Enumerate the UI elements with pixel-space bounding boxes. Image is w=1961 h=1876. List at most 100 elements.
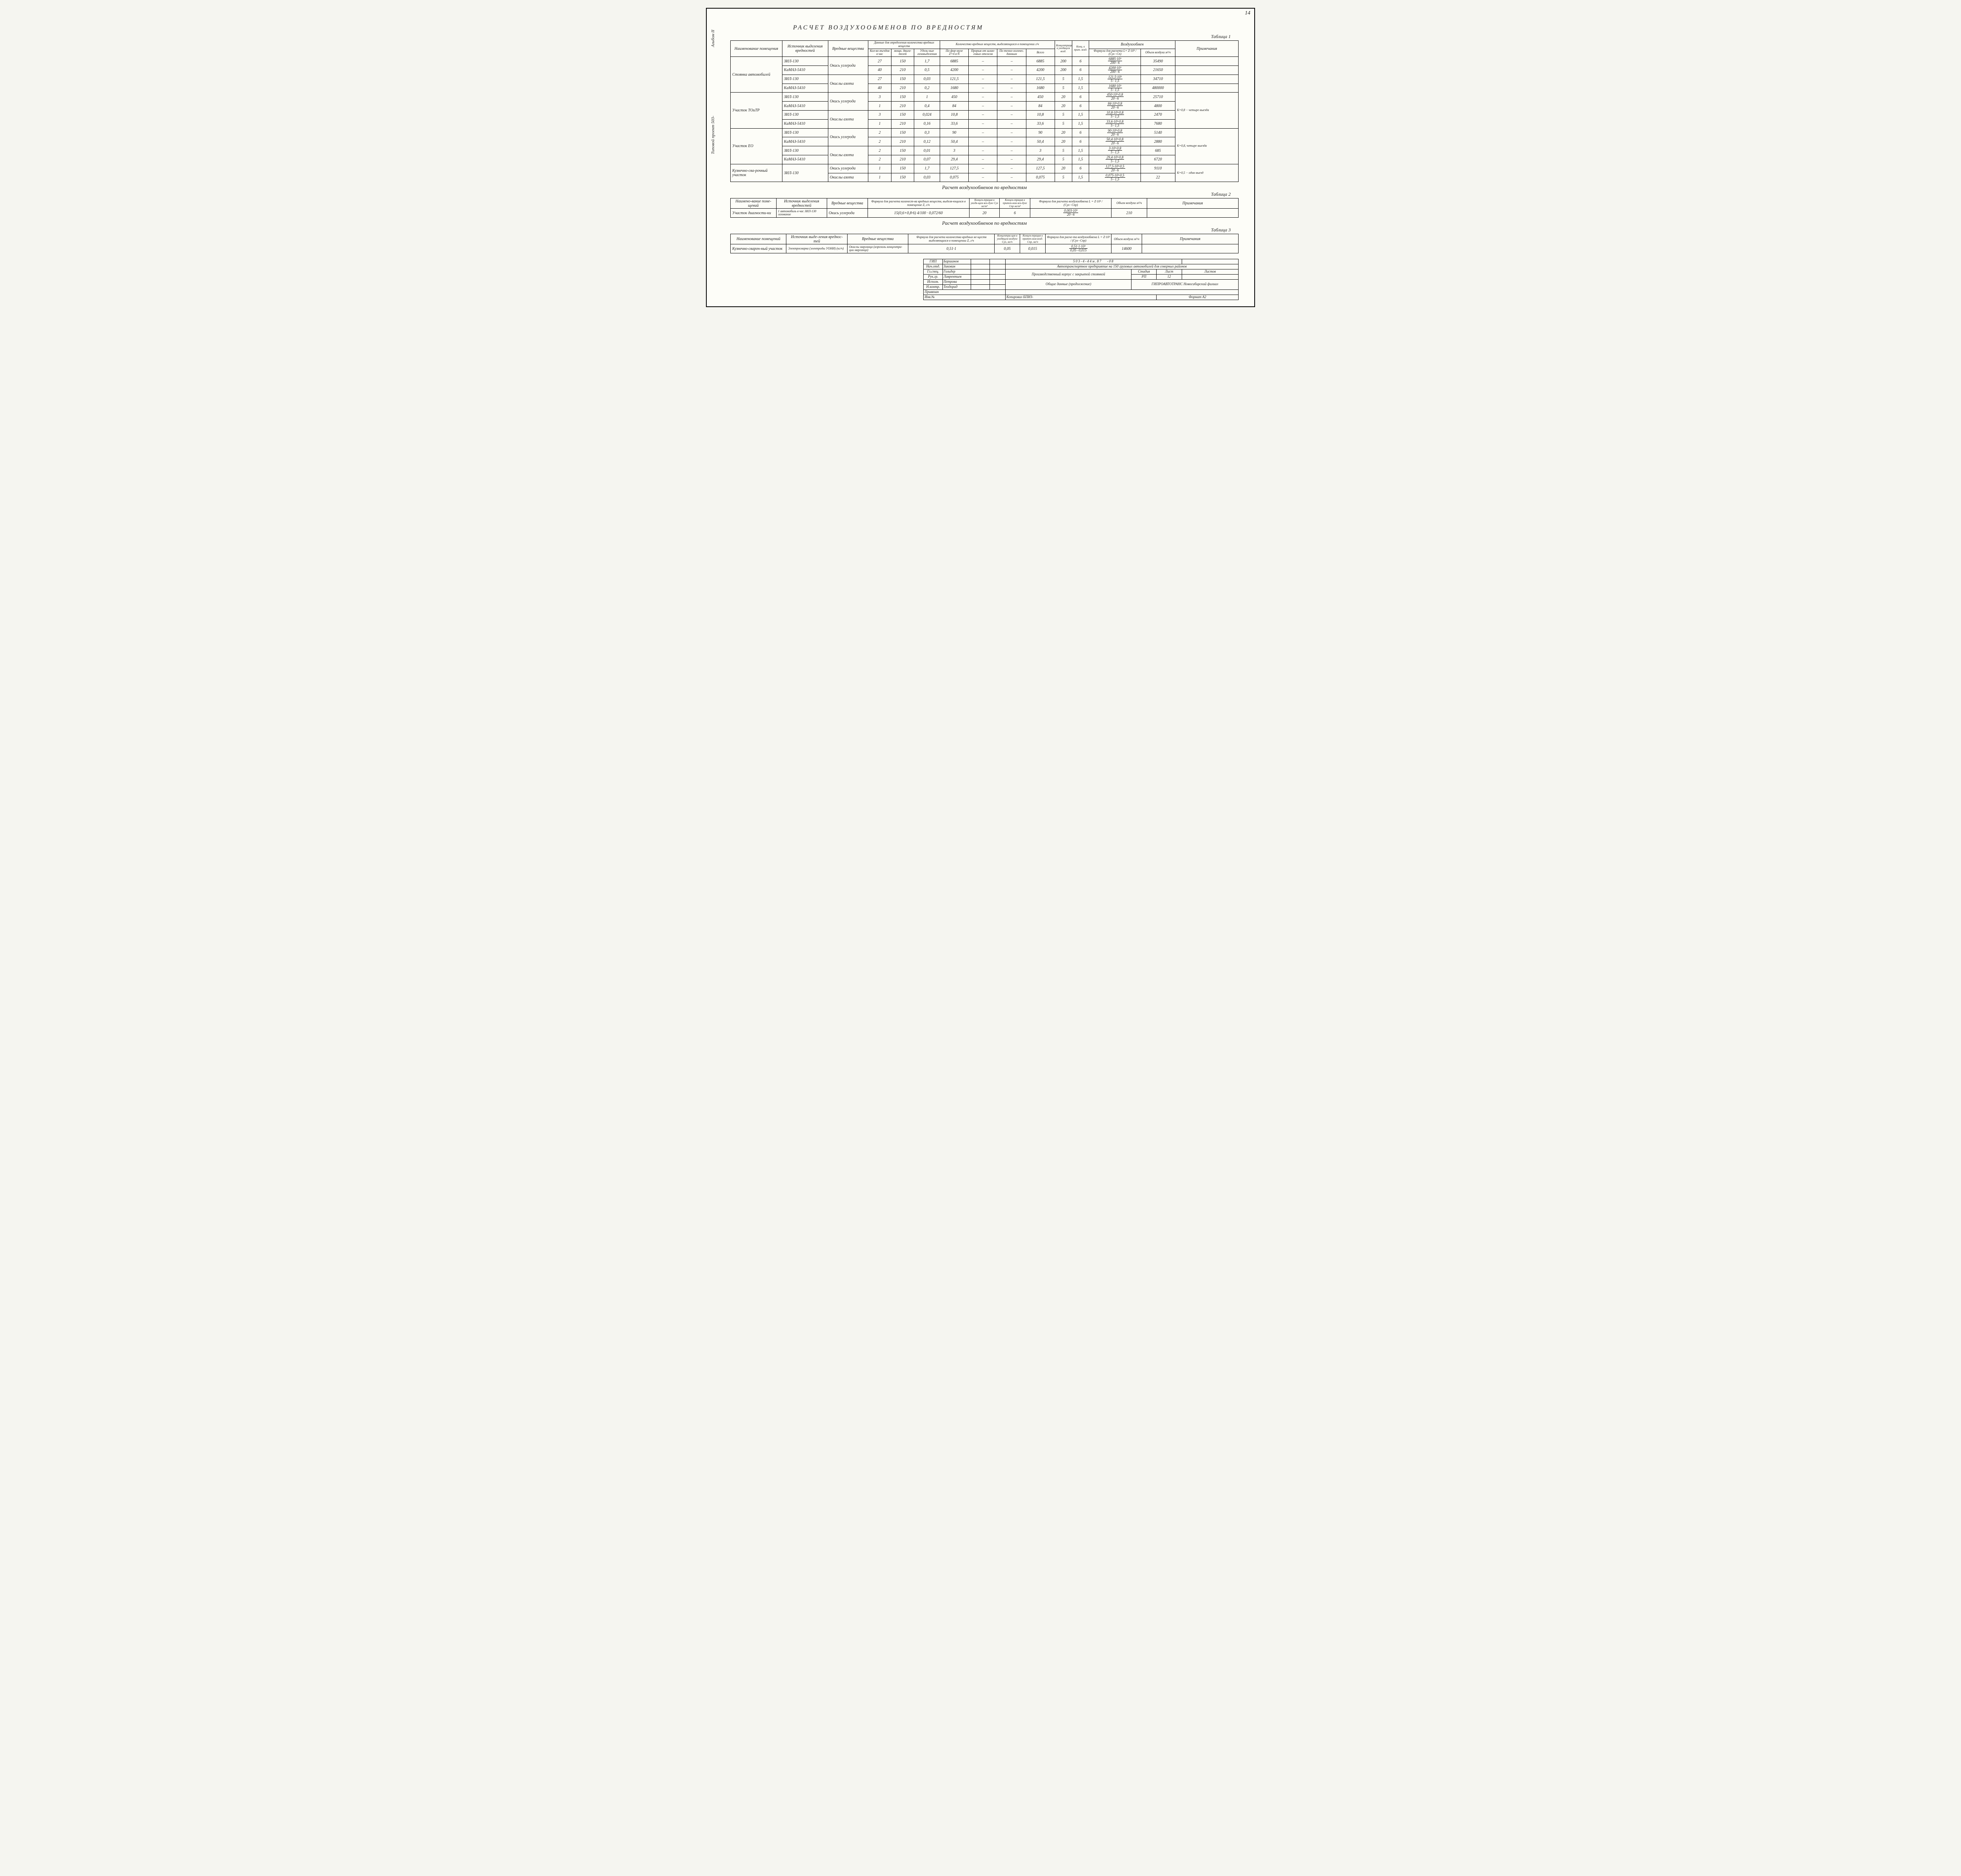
cell-tot: 4200 [1026,66,1055,75]
cell-vol: 2470 [1141,110,1175,119]
side-label-album: Альбом II [711,30,715,47]
cell-frm: 4200·10³200−6 [1089,66,1141,75]
cell-vol: 2880 [1141,137,1175,146]
cell-p: – [969,119,997,128]
cell-subst: Окислы азота [828,110,868,128]
cell-cp: 1,5 [1072,173,1089,182]
table-row: КаМАЗ-5410402100,54200––420020064200·10³… [731,66,1239,75]
cell-n [1147,209,1238,218]
table2-body: Участок диагности-ки1 автомобиль в час З… [731,209,1239,218]
table-row: КаМАЗ-541022100,0729,4––29,451,529,4·10³… [731,155,1239,164]
cell-t: – [997,137,1026,146]
cell-n: 2 [868,146,891,155]
cell-cp: 1,5 [1072,84,1089,93]
cell-cu: 5 [1055,155,1072,164]
table-row: Кузнечно-свароч-ный участокЭлектросварка… [731,244,1239,253]
cell-source: КаМАЗ-5410 [782,102,828,111]
page-number: 14 [1245,10,1250,16]
cell-z: 50,4 [940,137,969,146]
cell-ud: 0,03 [914,173,940,182]
t2h-l: Формула для расчета воздухообмена L = Z·… [1030,198,1111,209]
cell-n: 27 [868,57,891,66]
cell-note [1175,75,1238,84]
cell-cp: 6 [1072,93,1089,102]
cell-frm: 10,8·10³·0,85−1,5 [1089,110,1141,119]
cell-pw: 150 [891,93,914,102]
h-a1: Кол-во въездов в час [868,49,891,57]
cell-note [1175,57,1238,66]
cell-z: 1680 [940,84,969,93]
cell-n: 1 [868,119,891,128]
cell-subst: Окислы азота [828,75,868,93]
table3-caption: Таблица 3 [730,227,1231,233]
cell-v: 210 [1111,209,1147,218]
cell-t: – [997,146,1026,155]
cell-ud: 0,03 [914,75,940,84]
table3-subcaption: Расчет воздухообменов по вредностям [730,220,1239,226]
cell-p: – [969,93,997,102]
cell-n: 2 [868,128,891,137]
tb-name-2: Гольдер [942,269,971,275]
cell-p: – [969,137,997,146]
tb-copy: Копировал БПИЗ- [1006,295,1157,300]
table3: Наименование помещений Источник выде-лен… [730,234,1239,253]
tb-role-2: Гл.спец. [924,269,942,275]
cell-t: – [997,164,1026,173]
cell-n: 2 [868,155,891,164]
cell-frm: 84·10³·0,820−6 [1089,102,1141,111]
cell-cp: 6 [1072,137,1089,146]
cell-source: КаМАЗ-5410 [782,155,828,164]
cell-n: 40 [868,84,891,93]
tb-code: 503-4-44м.87 -08 [1006,259,1182,264]
h-notes: Примечания [1175,41,1238,57]
cell-cp: 1,5 [1072,155,1089,164]
cell-source: ЗИЛ-130 [782,128,828,137]
tb-line3: Общие данные (продолжение) [1006,280,1131,290]
cell-z: 121,5 [940,75,969,84]
cell-room: Участок диагности-ки [731,209,777,218]
h-grpA: Данные для определения количества вредны… [868,41,940,49]
cell-note: К=0,8, четыре выезда [1175,128,1238,164]
h-a2: мощн. двига-телей [891,49,914,57]
cell-t: – [997,57,1026,66]
page-title: РАСЧЕТ ВОЗДУХООБМЕНОВ ПО ВРЕДНОСТЯМ [793,24,1239,31]
cell-source: КаМАЗ-5410 [782,137,828,146]
cell-p: – [969,173,997,182]
t3h-src: Источник выде-ления вреднос-тей [786,234,847,244]
title-block: ГИП Баршинов 503-4-44м.87 -08 Нач.отд. З… [923,259,1239,300]
cell-cu: 5 [1055,110,1072,119]
cell-pw: 210 [891,137,914,146]
cell-tot: 0,075 [1026,173,1055,182]
h-room: Наименование помещения [731,41,782,57]
cell-t: – [997,102,1026,111]
cell-tot: 1680 [1026,84,1055,93]
cell-t: – [997,155,1026,164]
cell-z: 127,5 [940,164,969,173]
side-label-project: Типовой проект 503- [711,116,715,154]
cell-tot: 127,5 [1026,164,1055,173]
table-row: КаМАЗ-541022100,1250,4––50,420650,4·10³·… [731,137,1239,146]
cell-tot: 90 [1026,128,1055,137]
table2-subcaption: Расчет воздухообменов по вредностям [730,184,1239,191]
cell-vol: 4800 [1141,102,1175,111]
cell-sub: Окислы марганца (аэрозоль концентра-ции … [847,244,908,253]
cell-p: – [969,110,997,119]
t2h-n: Примечания [1147,198,1238,209]
t3h-l: Формула для расче-та воздухообмена L = Z… [1045,234,1111,244]
cell-cp: 6 [1072,164,1089,173]
cell-cp: 6 [1072,102,1089,111]
cell-l: 0,003·10³20−6 [1030,209,1111,218]
cell-vol: 25710 [1141,93,1175,102]
cell-z: 3 [940,146,969,155]
t3h-cu: Концентра-ция в уходящем воздухе Cух, мг… [995,234,1020,244]
cell-pw: 150 [891,128,914,137]
cell-z: 450 [940,93,969,102]
cell-frm: 6885·10³200−6 [1089,57,1141,66]
t3h-z: Формула для расчета количества вредных в… [908,234,995,244]
tb-line2a: Производственный корпус с закрытой стоян… [1006,269,1131,280]
cell-vol: 35490 [1141,57,1175,66]
cell-t: – [997,128,1026,137]
cell-source: КаМАЗ-5410 [782,66,828,75]
cell-cp: 1,5 [1072,75,1089,84]
cell-cu: 20 [1055,164,1072,173]
